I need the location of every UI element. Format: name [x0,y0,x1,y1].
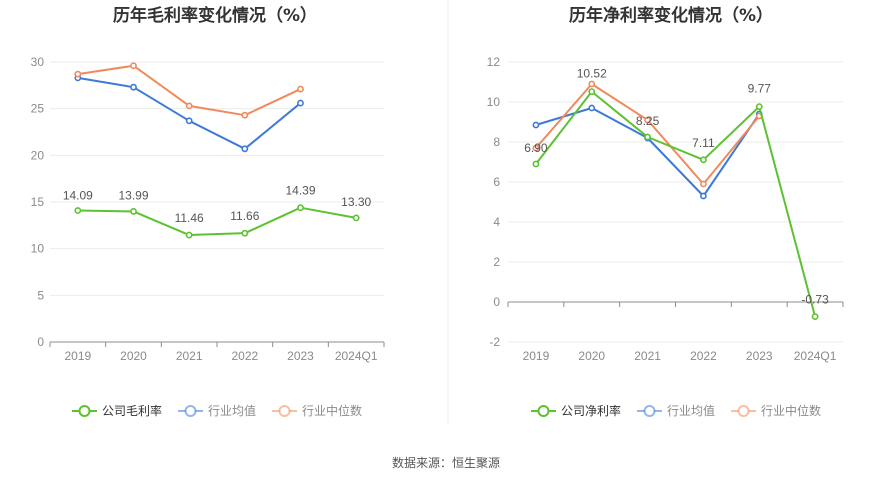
data-point[interactable] [532,121,540,129]
x-tick-label: 2020 [120,349,147,363]
chart-title: 历年毛利率变化情况（%） [113,5,317,26]
data-point[interactable] [644,133,651,141]
legend-swatch-marker [537,405,550,417]
net-margin-chart: 历年净利率变化情况（%） 公司净利率 行业均值 行业中位数 -2 0 2 4 6 8 10 12 2… [487,5,844,418]
data-point[interactable] [74,207,82,214]
data-label: 10.52 [577,67,607,81]
data-point[interactable] [297,85,304,93]
data-label: 13.99 [118,188,148,202]
legend-swatch-marker [78,405,91,417]
data-label: 11.46 [175,211,204,225]
legend-swatch-marker [278,405,291,417]
data-point[interactable] [297,99,304,107]
data-point[interactable] [185,231,193,239]
data-label: 9.77 [748,82,772,96]
x-tick-label: 2022 [690,349,717,363]
legend-label: 公司毛利率 [102,403,162,418]
y-tick-label: 30 [31,55,45,69]
y-tick-label: 0 [493,295,500,309]
data-point[interactable] [241,145,249,153]
data-point[interactable] [185,117,193,125]
legend: 公司毛利率 行业均值 行业中位数 [72,403,362,418]
x-tick-label: 2024Q1 [335,349,378,363]
legend-item[interactable]: 行业均值 [178,403,256,418]
data-point[interactable] [811,313,819,320]
series-line [77,76,302,150]
data-point[interactable] [700,180,707,188]
legend-label: 行业中位数 [761,403,821,418]
legend-item[interactable]: 行业中位数 [731,403,821,418]
legend-item[interactable]: 行业均值 [637,403,715,418]
data-point[interactable] [700,156,707,164]
data-point[interactable] [588,80,596,88]
data-label: 8.25 [636,114,660,128]
x-tick-label: 2023 [287,349,314,363]
y-tick-label: 10 [487,95,501,109]
data-point[interactable] [532,144,540,152]
data-label: 11.66 [230,209,259,223]
data-label: 14.39 [285,184,315,198]
x-tick-label: 2021 [176,349,203,363]
legend-item[interactable]: 行业中位数 [272,403,362,418]
y-tick-label: 5 [37,288,44,302]
y-tick-label: 4 [493,215,500,229]
data-point[interactable] [74,70,82,78]
legend: 公司净利率 行业均值 行业中位数 [531,403,821,418]
data-point[interactable] [532,160,540,168]
x-tick-label: 2021 [634,349,661,363]
legend-swatch-marker [643,405,656,417]
legend-swatch-marker [184,405,197,417]
x-tick-label: 2024Q1 [794,349,837,363]
data-point[interactable] [644,116,651,124]
data-point[interactable] [755,103,763,110]
data-point[interactable] [588,104,596,112]
y-tick-label: -2 [489,335,500,349]
data-point[interactable] [130,62,137,70]
data-point[interactable] [700,192,707,200]
y-tick-label: 12 [487,55,501,69]
y-tick-label: 20 [31,148,45,162]
y-tick-label: 10 [31,242,45,256]
y-tick-label: 15 [31,195,45,209]
legend-label: 行业均值 [208,403,256,418]
y-tick-label: 8 [493,135,500,149]
series-line [535,90,817,317]
x-tick-label: 2022 [231,349,258,363]
y-tick-label: 0 [37,335,44,349]
data-point[interactable] [130,208,137,215]
chart-title: 历年净利率变化情况（%） [569,5,773,26]
data-label: 6.90 [524,141,548,155]
data-point[interactable] [297,204,304,212]
legend-swatch-marker [737,405,750,417]
y-tick-label: 6 [493,175,500,189]
data-point[interactable] [241,229,249,237]
x-tick-label: 2023 [746,349,773,363]
data-source-note: 数据来源：恒生聚源 [392,455,500,470]
data-label: -0.73 [801,293,829,307]
data-point[interactable] [241,111,249,119]
series-line [77,206,357,237]
data-label: 14.09 [63,188,93,202]
data-point[interactable] [130,83,137,91]
data-label: 13.30 [341,195,371,209]
legend-item[interactable]: 公司毛利率 [72,403,162,418]
x-tick-label: 2019 [64,349,91,363]
x-tick-label: 2019 [523,349,550,363]
legend-label: 公司净利率 [561,403,621,418]
legend-item[interactable]: 公司净利率 [531,403,621,418]
data-point[interactable] [588,88,596,95]
data-label: 7.11 [692,136,715,150]
data-point[interactable] [352,214,360,222]
legend-label: 行业均值 [667,403,715,418]
y-tick-label: 25 [31,102,45,116]
gross-margin-chart: 历年毛利率变化情况（%） 公司毛利率 行业均值 行业中位数 0 5 10 15 20 25 30… [31,5,385,418]
legend-label: 行业中位数 [302,403,362,418]
x-tick-label: 2020 [578,349,605,363]
y-tick-label: 2 [493,255,500,269]
data-point[interactable] [185,102,193,110]
